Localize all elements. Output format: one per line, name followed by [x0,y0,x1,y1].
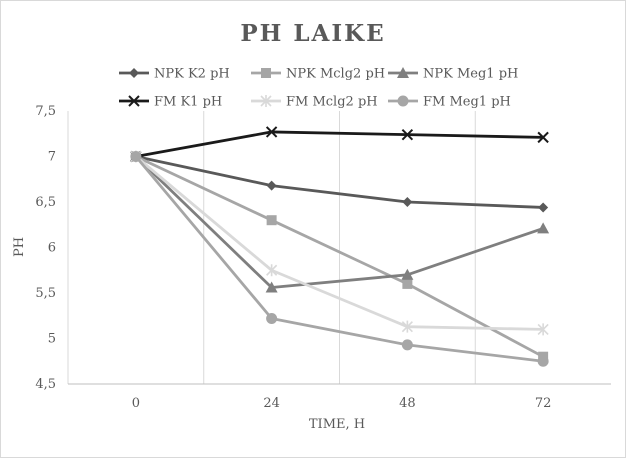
chart-title: PH LAIKE [240,20,385,47]
legend-item-npk-meg1-ph: NPK Meg1 pH [388,67,518,82]
x-tick-label: 24 [263,396,280,411]
series-layer [129,126,550,367]
data-point-fm-mclg2-ph [266,264,278,277]
legend-item-npk-k2-ph: NPK K2 pH [119,67,230,82]
data-point-npk-mclg2-ph [266,215,277,226]
y-tick-label: 7,5 [35,104,56,119]
data-point-npk-k2-ph [402,197,413,207]
x-tick-label: 72 [535,396,552,411]
gridlines [203,111,476,384]
legend-swatch-marker [128,95,140,107]
legend-label: FM K1 pH [154,95,222,110]
x-axis-title: TIME, H [309,417,365,432]
legend-swatch-marker [129,68,139,78]
series-line-fm-meg1-ph [134,155,544,363]
legend-swatch-marker [261,68,271,78]
y-tick-label: 6 [48,241,56,256]
axes: 4,5 5 5,5 6 6,5 7 7,5 0 24 48 72 [35,104,611,411]
series-line-npk-meg1-ph [134,155,544,289]
series-fm-meg1-ph [130,151,549,367]
data-point-npk-meg1-ph [537,222,550,234]
data-point-fm-mclg2-ph [401,320,413,333]
data-point-fm-k1-ph [401,128,414,141]
data-point-npk-mclg2-ph [402,278,413,289]
legend-swatch-marker [397,67,409,78]
legend-label: FM Mclg2 pH [286,95,378,110]
legend-label: NPK Meg1 pH [423,67,518,82]
data-point-fm-k1-ph [537,131,549,144]
data-point-fm-meg1-ph [130,151,142,162]
legend-item-npk-mclg2-ph: NPK Mclg2 pH [251,67,385,82]
legend-swatch-marker [397,95,409,107]
legend-label: NPK K2 pH [154,67,230,82]
data-point-npk-meg1-ph [265,281,278,293]
data-point-fm-meg1-ph [266,312,278,324]
data-point-fm-mclg2-ph [537,323,549,336]
y-tick-label: 7 [48,150,56,165]
legend-item-fm-k1-ph: FM K1 pH [119,95,222,110]
x-tick-label: 48 [399,396,416,411]
y-tick-label: 5,5 [35,286,56,301]
legend-swatch-marker [260,95,272,107]
data-point-npk-k2-ph [538,202,549,213]
legend-label: NPK Mclg2 pH [286,67,385,82]
y-tick-label: 6,5 [35,195,56,210]
x-tick-label: 0 [132,396,140,411]
legend-label: FM Meg1 pH [423,95,511,110]
y-tick-label: 4,5 [35,377,56,392]
data-point-npk-meg1-ph [401,268,414,280]
legend: NPK K2 pH NPK Mclg2 pH NPK Meg1 pH FM K1 pH… [119,67,518,110]
legend-item-fm-meg1-ph: FM Meg1 pH [388,95,511,110]
series-line-fm-k1-ph [135,130,544,158]
data-point-fm-k1-ph [265,126,278,138]
series-line-npk-k2-ph [135,155,544,209]
data-point-fm-meg1-ph [537,355,549,367]
series-line-npk-mclg2-ph [135,155,544,358]
y-tick-label: 5 [48,332,56,347]
data-point-npk-k2-ph [266,180,277,191]
y-axis-title: PH [12,237,27,257]
series-line-fm-mclg2-ph [134,155,544,331]
legend-item-fm-mclg2-ph: FM Mclg2 pH [251,95,378,110]
data-point-fm-meg1-ph [401,339,413,351]
